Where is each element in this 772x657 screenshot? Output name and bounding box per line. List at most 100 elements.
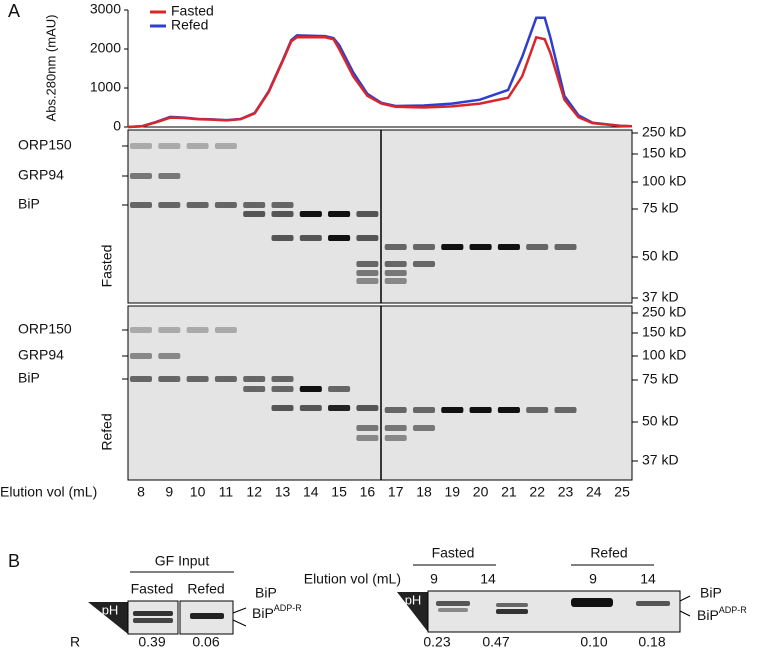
band bbox=[130, 327, 152, 333]
band bbox=[496, 603, 528, 607]
r-label: R bbox=[70, 634, 80, 650]
label-sup: ADP-R bbox=[719, 605, 748, 615]
band bbox=[441, 407, 464, 413]
band bbox=[384, 407, 407, 413]
band bbox=[413, 244, 435, 250]
y-tick-label: 0 bbox=[113, 118, 121, 134]
band bbox=[243, 202, 266, 208]
lane-label: 14 bbox=[480, 571, 496, 587]
y-tick-label: 2000 bbox=[90, 40, 121, 56]
band bbox=[413, 261, 435, 267]
marker-label: 100 kD bbox=[642, 173, 686, 189]
band bbox=[190, 613, 224, 619]
band bbox=[356, 235, 379, 241]
band bbox=[413, 425, 435, 431]
band bbox=[158, 376, 181, 382]
lane-label: 18 bbox=[416, 484, 432, 500]
y-tick-label: 1000 bbox=[90, 79, 121, 95]
band bbox=[526, 407, 549, 413]
r-value: 0.18 bbox=[638, 634, 665, 650]
band bbox=[384, 425, 407, 431]
marker-label: 75 kD bbox=[642, 200, 679, 216]
label-base: BiP bbox=[252, 605, 274, 621]
band bbox=[328, 386, 351, 392]
band bbox=[299, 211, 322, 217]
band bbox=[384, 261, 407, 267]
lane-label: 16 bbox=[360, 484, 376, 500]
marker-label: 250 kD bbox=[642, 124, 686, 140]
band bbox=[356, 405, 379, 411]
input-title: GF Input bbox=[155, 553, 210, 569]
band bbox=[299, 235, 322, 241]
band bbox=[158, 353, 181, 359]
marker-label: 37 kD bbox=[642, 289, 679, 305]
lane-label: 19 bbox=[445, 484, 461, 500]
band bbox=[436, 601, 470, 606]
lane-label: 14 bbox=[640, 571, 656, 587]
band bbox=[441, 244, 464, 250]
group-label: Refed bbox=[590, 545, 627, 561]
lane-label: 14 bbox=[303, 484, 319, 500]
connector bbox=[232, 607, 247, 627]
r-value: 0.10 bbox=[580, 634, 607, 650]
marker-label: 150 kD bbox=[642, 145, 686, 161]
r-value: 0.39 bbox=[138, 634, 165, 650]
input-condition: Fasted bbox=[131, 581, 174, 597]
y-axis-label: Abs.280nm (mAU) bbox=[43, 15, 58, 122]
lane-label: 15 bbox=[331, 484, 347, 500]
band bbox=[243, 211, 266, 217]
marker-label: 250 kD bbox=[642, 304, 686, 320]
ph-triangle bbox=[88, 602, 128, 634]
band bbox=[158, 327, 181, 333]
band bbox=[243, 386, 266, 392]
r-value: 0.23 bbox=[423, 634, 450, 650]
lane-label: 8 bbox=[137, 484, 145, 500]
band bbox=[497, 244, 520, 250]
r-value: 0.06 bbox=[192, 634, 219, 650]
lane-label: 11 bbox=[219, 484, 234, 500]
lane-label: 13 bbox=[275, 484, 291, 500]
elution-label: Elution vol (mL) bbox=[304, 571, 401, 587]
band bbox=[636, 601, 670, 606]
band bbox=[299, 405, 322, 411]
band bbox=[384, 244, 407, 250]
protein-label: GRP94 bbox=[18, 167, 64, 183]
band bbox=[133, 611, 173, 616]
marker-label: 75 kD bbox=[642, 371, 679, 387]
band bbox=[356, 261, 379, 267]
elution-label: Elution vol (mL) bbox=[0, 484, 97, 500]
lane-label: 9 bbox=[589, 571, 597, 587]
input-condition: Refed bbox=[187, 581, 224, 597]
band bbox=[571, 598, 613, 607]
band bbox=[271, 376, 294, 382]
protein-label: BiP bbox=[18, 370, 40, 386]
band bbox=[186, 143, 209, 149]
band bbox=[413, 407, 435, 413]
group-label: Fasted bbox=[432, 545, 475, 561]
lane-label: 24 bbox=[586, 484, 602, 500]
blot bbox=[127, 600, 179, 635]
band bbox=[271, 386, 294, 392]
band bbox=[356, 278, 379, 284]
band bbox=[158, 143, 181, 149]
band bbox=[130, 376, 152, 382]
band bbox=[384, 270, 407, 276]
lane-label: 22 bbox=[529, 484, 545, 500]
marker-label: 50 kD bbox=[642, 413, 679, 429]
band bbox=[214, 327, 237, 333]
marker-label: 100 kD bbox=[642, 347, 686, 363]
band bbox=[554, 244, 577, 250]
band bbox=[497, 407, 520, 413]
band bbox=[271, 235, 294, 241]
lane-label: 9 bbox=[165, 484, 173, 500]
panel-label: B bbox=[8, 551, 20, 571]
protein-label: ORP150 bbox=[18, 137, 72, 153]
band bbox=[214, 376, 237, 382]
band bbox=[438, 608, 468, 612]
band bbox=[526, 244, 549, 250]
marker-label: 37 kD bbox=[642, 452, 679, 468]
lane-label: 20 bbox=[473, 484, 489, 500]
gel-condition: Fasted bbox=[99, 245, 115, 288]
legend-label: Refed bbox=[171, 17, 208, 33]
